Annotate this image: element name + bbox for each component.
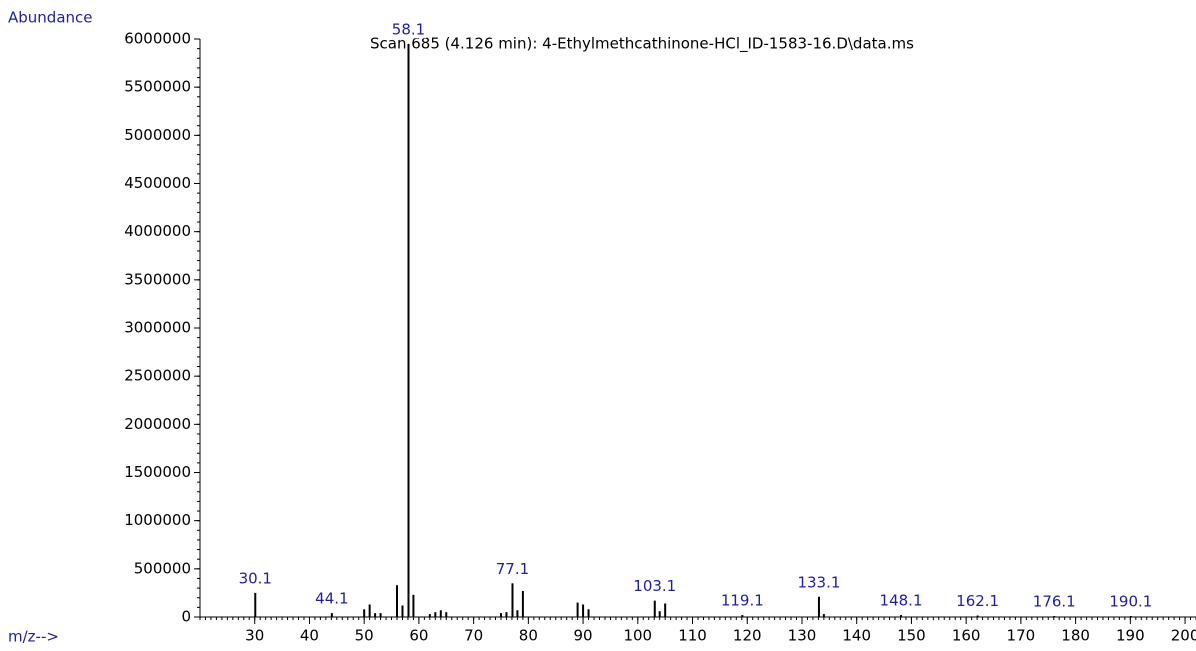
y-axis-label: Abundance <box>8 9 93 27</box>
x-tick-label: 120 <box>733 627 762 645</box>
x-tick-label: 150 <box>897 627 926 645</box>
label-background <box>237 569 273 588</box>
x-tick-label: 190 <box>1116 627 1145 645</box>
peak-label: 162.1 <box>956 592 999 610</box>
chart-title: Scan 685 (4.126 min): 4-Ethylmethcathino… <box>370 35 914 54</box>
y-tick-label: 5000000 <box>124 126 191 144</box>
x-tick-label: 80 <box>519 627 538 645</box>
label-background <box>314 589 350 608</box>
y-tick-label: 2500000 <box>124 367 191 385</box>
label-background <box>1031 592 1077 611</box>
x-tick-label: 70 <box>464 627 483 645</box>
peak-label: 190.1 <box>1109 593 1152 611</box>
y-tick-label: 1000000 <box>124 511 191 529</box>
y-tick-label: 4000000 <box>124 222 191 240</box>
y-tick-label: 2000000 <box>124 415 191 433</box>
label-background <box>719 591 765 610</box>
label-background <box>1108 592 1154 611</box>
x-tick-label: 200 <box>1171 627 1196 645</box>
label-background <box>390 20 427 39</box>
label-background <box>796 573 842 592</box>
y-tick-label: 5500000 <box>124 78 191 96</box>
x-tick-label: 130 <box>788 627 817 645</box>
y-tick-label: 4500000 <box>124 174 191 192</box>
y-tick-label: 0 <box>181 608 191 626</box>
x-tick-label: 90 <box>574 627 593 645</box>
x-tick-label: 140 <box>842 627 871 645</box>
label-background <box>878 591 924 610</box>
x-tick-label: 110 <box>678 627 707 645</box>
y-tick-label: 1500000 <box>124 463 191 481</box>
peak-label: 77.1 <box>496 560 529 578</box>
x-tick-label: 180 <box>1061 627 1090 645</box>
x-tick-label: 50 <box>355 627 374 645</box>
peak-label: 176.1 <box>1033 593 1076 611</box>
x-tick-label: 60 <box>409 627 428 645</box>
x-tick-label: 160 <box>952 627 981 645</box>
label-background <box>632 577 678 596</box>
x-tick-label: 40 <box>300 627 319 645</box>
y-tick-label: 6000000 <box>124 30 191 48</box>
y-tick-label: 500000 <box>134 559 191 577</box>
peak-label: 30.1 <box>239 569 272 587</box>
x-tick-label: 100 <box>623 627 652 645</box>
label-background <box>494 559 531 578</box>
peak-label: 119.1 <box>721 592 764 610</box>
label-background <box>955 592 1001 611</box>
peak-label: 133.1 <box>797 573 840 591</box>
x-axis-label: m/z--> <box>8 628 59 646</box>
y-tick-label: 3000000 <box>124 319 191 337</box>
y-tick-label: 3500000 <box>124 270 191 288</box>
peak-label: 103.1 <box>633 577 676 595</box>
x-tick-label: 170 <box>1007 627 1036 645</box>
peak-label: 58.1 <box>392 20 425 38</box>
peak-label: 148.1 <box>880 592 923 610</box>
peak-label: 44.1 <box>315 590 348 608</box>
x-tick-label: 30 <box>245 627 264 645</box>
